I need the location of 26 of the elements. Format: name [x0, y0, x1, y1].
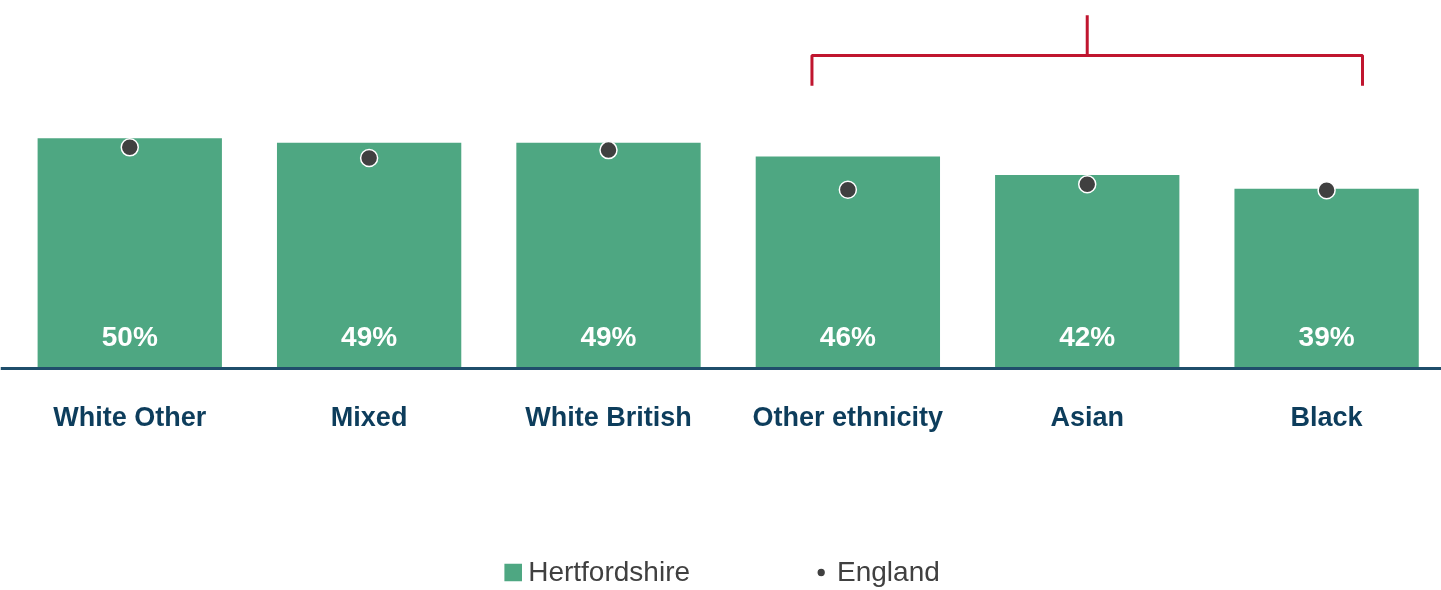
data-label: 39%	[1298, 321, 1355, 353]
point	[599, 140, 618, 160]
bar	[516, 142, 701, 369]
point	[120, 138, 140, 157]
point	[1077, 174, 1097, 194]
point	[1317, 180, 1336, 200]
data-label: 46%	[819, 321, 876, 353]
data-label: 49%	[580, 321, 637, 353]
data-label: 42%	[1059, 321, 1116, 353]
x-tick-label: Other ethnicity	[752, 402, 944, 433]
data-label: 49%	[341, 321, 398, 353]
bar	[1234, 188, 1419, 369]
bar	[995, 174, 1180, 369]
legend-label: England	[837, 556, 940, 588]
x-tick-label: White Other	[53, 402, 207, 433]
bar	[37, 138, 222, 369]
x-tick-label: White British	[525, 402, 692, 433]
data-label: 50%	[101, 321, 158, 353]
legend-label: Hertfordshire	[528, 556, 691, 588]
bar	[276, 142, 462, 369]
x-tick-label: Asian	[1050, 402, 1124, 433]
x-tick-label: Black	[1290, 402, 1364, 433]
x-tick-label: Mixed	[330, 402, 408, 433]
bar	[755, 156, 941, 369]
point	[838, 180, 858, 199]
point	[359, 148, 379, 168]
